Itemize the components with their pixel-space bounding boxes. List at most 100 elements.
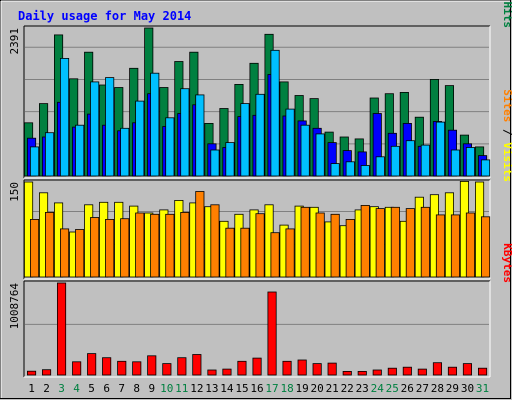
bar-sites-day-8 xyxy=(135,212,145,278)
x-tick-label-8: 8 xyxy=(133,382,140,395)
bar-sites-day-27 xyxy=(420,206,430,278)
x-tick-label-14: 14 xyxy=(220,382,234,395)
bar-sites-day-7 xyxy=(120,218,130,278)
bar-sites-day-9 xyxy=(150,213,160,278)
bar-pages-day-4 xyxy=(75,124,85,177)
x-tick-label-22: 22 xyxy=(341,382,354,395)
chart-title: Daily usage for May 2014 xyxy=(18,9,191,23)
bar-pages-day-24 xyxy=(375,156,385,177)
bar-pages-day-5 xyxy=(90,81,100,177)
x-tick-label-10: 10 xyxy=(160,382,173,395)
x-tick-label-17: 17 xyxy=(265,382,278,395)
x-tick-label-4: 4 xyxy=(73,382,80,395)
bar-pages-day-19 xyxy=(300,124,310,177)
bar-kbytes-day-1 xyxy=(26,370,37,376)
bar-sites-day-15 xyxy=(240,227,250,278)
bar-kbytes-day-7 xyxy=(117,360,127,376)
panel-visits-sites: 150 Sites / Visits xyxy=(8,89,512,280)
bar-pages-day-31 xyxy=(480,159,491,177)
x-tick-label-5: 5 xyxy=(88,382,95,395)
x-tick-label-2: 2 xyxy=(43,382,50,395)
bar-sites-day-18 xyxy=(285,228,295,278)
x-tick-label-11: 11 xyxy=(175,382,188,395)
x-tick-label-31: 31 xyxy=(476,382,489,395)
bar-pages-day-2 xyxy=(45,132,55,177)
bar-sites-day-26 xyxy=(405,208,415,278)
panel-kbytes: 1008764 KBytes xyxy=(8,243,512,378)
legend-entry: Hits xyxy=(501,2,512,29)
bar-sites-day-14 xyxy=(225,227,235,278)
bar-sites-day-31 xyxy=(480,216,491,278)
bar-pages-day-26 xyxy=(405,140,415,177)
bar-kbytes-day-3 xyxy=(57,282,67,376)
bar-pages-day-17 xyxy=(270,49,280,177)
x-tick-label-28: 28 xyxy=(431,382,444,395)
bar-kbytes-day-14 xyxy=(222,368,232,376)
bar-sites-day-6 xyxy=(105,218,115,278)
panel-legend: Pages / Files / Hits xyxy=(501,0,512,28)
bar-pages-day-8 xyxy=(135,100,145,177)
bar-kbytes-day-13 xyxy=(207,369,217,376)
bar-kbytes-day-9 xyxy=(147,355,157,376)
x-tick-label-29: 29 xyxy=(446,382,459,395)
bar-pages-day-7 xyxy=(120,127,130,177)
bar-kbytes-day-18 xyxy=(282,360,292,376)
panel-legend: KBytes xyxy=(501,243,512,283)
bar-sites-day-13 xyxy=(210,204,220,278)
bar-sites-day-3 xyxy=(60,228,70,278)
bar-pages-day-23 xyxy=(360,165,370,177)
bar-kbytes-day-29 xyxy=(447,366,457,376)
bar-pages-day-6 xyxy=(105,77,115,177)
bar-kbytes-day-25 xyxy=(387,367,397,376)
bar-sites-day-22 xyxy=(345,218,355,278)
bar-kbytes-day-31 xyxy=(477,367,488,376)
bar-sites-day-12 xyxy=(195,191,205,278)
x-tick-label-26: 26 xyxy=(401,382,414,395)
bar-sites-day-24 xyxy=(375,208,385,278)
bar-sites-day-19 xyxy=(300,206,310,278)
legend-entry: / xyxy=(501,122,512,142)
bar-kbytes-day-2 xyxy=(42,369,52,376)
bar-sites-day-11 xyxy=(180,211,190,278)
bar-kbytes-day-12 xyxy=(192,354,202,376)
x-tick-label-12: 12 xyxy=(190,382,203,395)
panel-hits-files-pages: 2391 Pages / Files / Hits xyxy=(8,0,512,179)
panel-max-label: 1008764 xyxy=(8,283,21,330)
bar-kbytes-day-6 xyxy=(102,357,112,376)
bar-pages-day-14 xyxy=(225,142,235,177)
x-tick-label-1: 1 xyxy=(28,382,35,395)
bar-kbytes-day-27 xyxy=(417,368,427,376)
bar-sites-day-28 xyxy=(435,214,445,278)
bar-kbytes-day-28 xyxy=(432,362,442,376)
bar-kbytes-day-8 xyxy=(132,361,142,376)
bar-sites-day-21 xyxy=(330,213,340,278)
bar-kbytes-day-4 xyxy=(72,361,82,376)
x-tick-label-27: 27 xyxy=(416,382,429,395)
bar-sites-day-23 xyxy=(360,204,370,278)
bar-kbytes-day-26 xyxy=(402,366,412,376)
legend-entry: Visits xyxy=(501,142,512,182)
bar-sites-day-25 xyxy=(390,206,400,278)
bar-kbytes-day-10 xyxy=(162,363,172,376)
bar-sites-day-16 xyxy=(255,213,265,278)
bar-pages-day-12 xyxy=(195,94,205,177)
x-tick-label-13: 13 xyxy=(205,382,218,395)
x-axis-labels: 1 2 3 4 5 6 7 8 9 10 11 12 13 14 15 16 17 18 19 20 21 22 23 24 2… xyxy=(28,382,489,395)
panel-max-label: 150 xyxy=(8,182,21,202)
legend-entry: KBytes xyxy=(501,243,512,283)
bar-kbytes-day-21 xyxy=(327,362,337,376)
x-tick-label-18: 18 xyxy=(280,382,293,395)
x-tick-label-9: 9 xyxy=(148,382,155,395)
x-tick-label-25: 25 xyxy=(386,382,399,395)
bar-pages-day-27 xyxy=(420,144,430,177)
bar-kbytes-day-22 xyxy=(342,370,352,376)
bar-pages-day-22 xyxy=(345,161,355,177)
bar-pages-day-25 xyxy=(390,145,400,177)
bar-sites-day-30 xyxy=(465,212,475,278)
x-tick-label-3: 3 xyxy=(58,382,65,395)
x-tick-label-19: 19 xyxy=(295,382,308,395)
bar-kbytes-day-19 xyxy=(297,359,307,376)
bar-pages-day-15 xyxy=(240,103,250,177)
legend-entry: / xyxy=(501,0,512,2)
